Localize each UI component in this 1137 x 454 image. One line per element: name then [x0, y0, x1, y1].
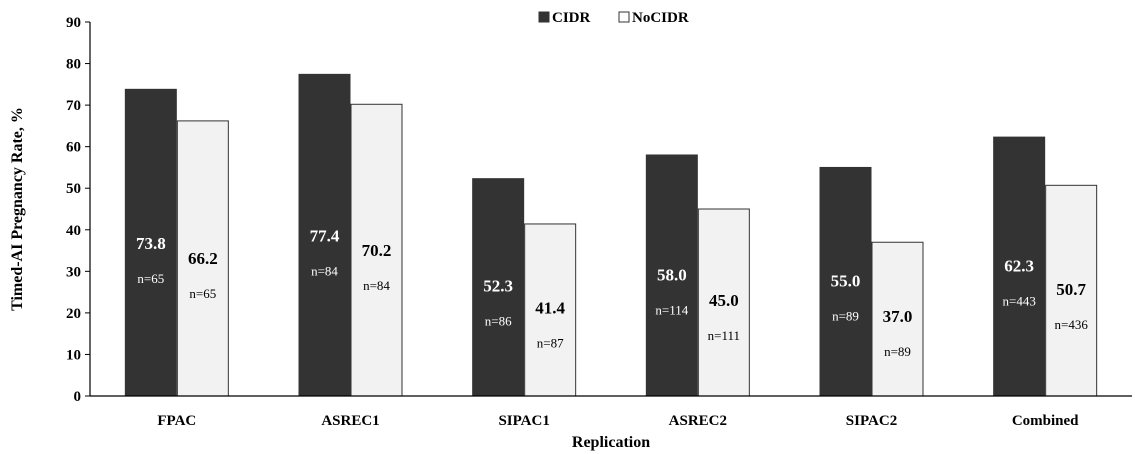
y-tick-label: 90	[66, 15, 81, 31]
data-label-value: 70.2	[362, 241, 392, 260]
data-label-value: 73.8	[136, 234, 166, 253]
y-tick-label: 40	[66, 223, 81, 239]
data-label-value: 55.0	[831, 271, 861, 290]
y-tick-label: 70	[66, 98, 81, 114]
x-axis-label: Replication	[572, 434, 650, 451]
y-tick-label: 30	[66, 264, 81, 280]
data-label-value: 52.3	[483, 277, 513, 296]
x-tick-label: Combined	[1012, 413, 1079, 429]
y-axis-ticks: 0 10 20 30 40 50 60 70 80 90	[66, 15, 90, 405]
bar-cidr	[819, 166, 872, 397]
legend-swatch-nocidr	[618, 11, 630, 23]
bar-cidr	[298, 73, 351, 397]
data-label-n: n=89	[884, 344, 911, 359]
data-label-n: n=114	[655, 302, 688, 317]
bars: 73.8 n=65 77.4 n=84 52.3 n=86 58.0 n=114 55.0 n=8…	[124, 73, 1098, 397]
data-label-value: 41.4	[535, 298, 565, 317]
bar-nocidr	[350, 103, 403, 397]
data-label-value: 37.0	[883, 307, 913, 326]
legend-label-nocidr: NoCIDR	[632, 10, 689, 26]
data-label-n: n=436	[1054, 317, 1088, 332]
legend-swatch-cidr	[538, 11, 550, 23]
data-label-n: n=443	[1002, 294, 1035, 309]
data-label-value: 50.7	[1056, 280, 1086, 299]
y-tick-label: 0	[74, 389, 82, 405]
data-label-value: 45.0	[709, 291, 739, 310]
y-tick-label: 80	[66, 57, 81, 73]
bar-cidr	[993, 136, 1046, 397]
data-label-value: 66.2	[188, 249, 218, 268]
data-label-value: 77.4	[310, 227, 340, 246]
bar-nocidr	[176, 120, 229, 397]
bar-nocidr	[697, 208, 750, 397]
bar-nocidr	[871, 241, 924, 397]
data-label-n: n=65	[137, 271, 164, 286]
data-label-value: 58.0	[657, 265, 687, 284]
y-tick-label: 10	[66, 347, 81, 363]
legend: CIDR NoCIDR	[538, 10, 689, 26]
bar-cidr	[645, 154, 698, 397]
data-label-n: n=84	[311, 264, 338, 279]
data-label-n: n=89	[832, 308, 859, 323]
x-axis-ticks: FPAC ASREC1 SIPAC1 ASREC2 SIPAC2 Combined	[157, 413, 1079, 429]
x-tick-label: ASREC1	[321, 413, 379, 429]
data-label-n: n=84	[363, 278, 390, 293]
bar-nocidr	[1045, 184, 1098, 397]
x-tick-label: SIPAC1	[498, 413, 549, 429]
data-label-n: n=65	[189, 286, 216, 301]
data-label-n: n=86	[485, 314, 512, 329]
y-tick-label: 60	[66, 140, 81, 156]
y-tick-label: 50	[66, 181, 81, 197]
y-axis-label: Timed-AI Pregnancy Rate, %	[9, 107, 26, 311]
data-label-value: 62.3	[1004, 257, 1034, 276]
y-tick-label: 20	[66, 306, 81, 322]
data-label-n: n=87	[537, 335, 564, 350]
bar-cidr	[124, 88, 177, 397]
legend-label-cidr: CIDR	[552, 10, 591, 26]
x-tick-label: ASREC2	[669, 413, 727, 429]
data-label-n: n=111	[708, 328, 740, 343]
bar-nocidr	[524, 223, 577, 397]
x-tick-label: FPAC	[157, 413, 196, 429]
x-tick-label: SIPAC2	[846, 413, 897, 429]
